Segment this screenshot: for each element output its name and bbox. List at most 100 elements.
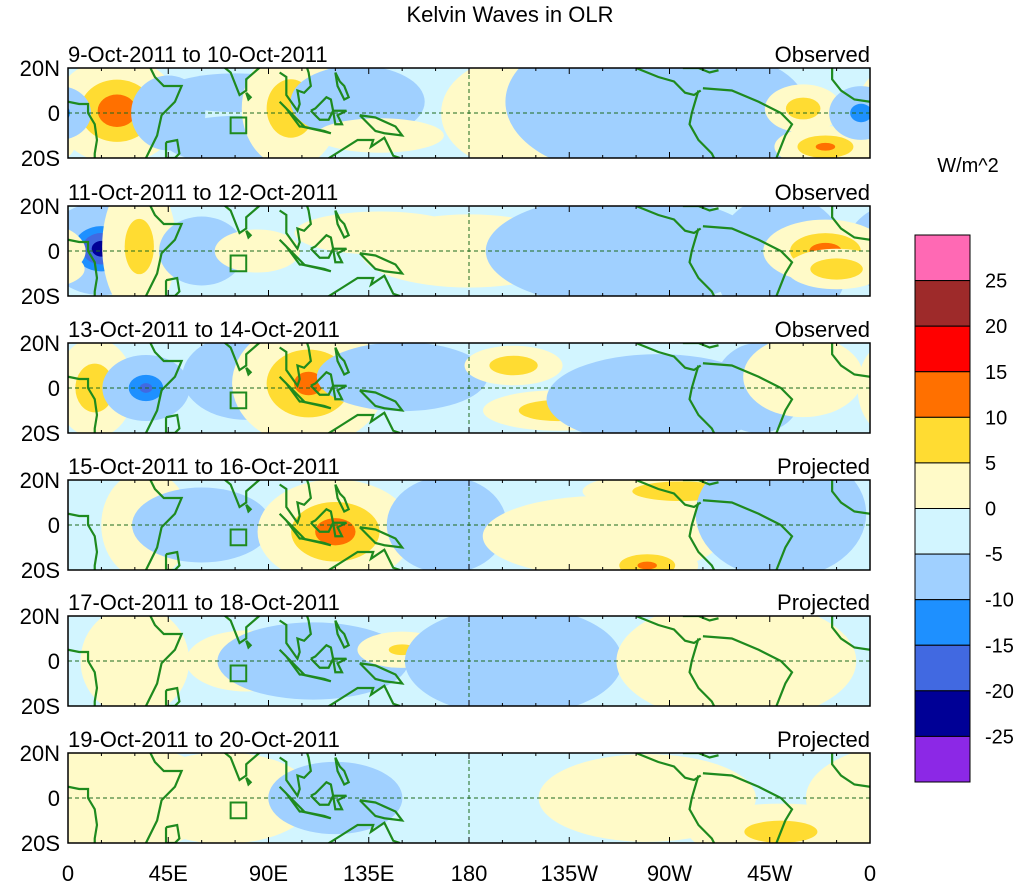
panel-kind: Projected xyxy=(777,454,870,479)
anomaly-contour xyxy=(956,98,985,128)
coastline xyxy=(310,507,335,533)
region-box xyxy=(229,801,248,820)
coastline xyxy=(68,100,99,158)
colorbar-label: 10 xyxy=(985,407,1007,429)
colorbar-bin xyxy=(914,234,971,282)
coastline xyxy=(301,673,332,683)
anomaly-contour xyxy=(882,80,956,142)
coastline xyxy=(144,616,184,706)
coastline xyxy=(68,648,99,706)
anomaly-contour xyxy=(877,364,916,413)
anomaly-contour xyxy=(965,73,1021,112)
coastline xyxy=(332,521,347,538)
coastline xyxy=(831,480,870,515)
chart-title: Kelvin Waves in OLR xyxy=(406,2,613,27)
y-tick-label: 0 xyxy=(48,513,60,538)
coastline xyxy=(279,68,313,114)
colorbar-bin xyxy=(914,553,971,601)
anomaly-contour xyxy=(7,243,39,259)
y-tick-label: 20S xyxy=(21,284,60,309)
coastline xyxy=(688,90,716,158)
coastline xyxy=(682,68,719,74)
colorbar-bin xyxy=(914,371,971,418)
region-box xyxy=(229,664,248,683)
anomaly-contour xyxy=(0,58,8,177)
coastline xyxy=(332,384,347,401)
coastline xyxy=(223,616,261,645)
anomaly-contour xyxy=(0,84,39,132)
coastline xyxy=(334,210,351,239)
anomaly-contour xyxy=(68,136,75,157)
coastline xyxy=(831,206,870,241)
colorbar-bin xyxy=(914,325,971,373)
y-tick-label: 20N xyxy=(20,604,60,629)
coastline xyxy=(245,366,253,377)
colorbar-bin xyxy=(914,280,971,327)
anomaly-contour xyxy=(489,355,538,376)
colorbar-label: 0 xyxy=(985,499,996,521)
coastline xyxy=(245,229,253,240)
anomaly-contour xyxy=(0,821,15,843)
coastline xyxy=(164,276,181,296)
coastline xyxy=(682,616,719,622)
coastline xyxy=(223,343,261,372)
anomaly-contour xyxy=(785,97,821,120)
colorbar-label: -20 xyxy=(985,681,1014,703)
coastline xyxy=(702,635,794,706)
coastline xyxy=(702,499,794,570)
anomaly-contour xyxy=(68,823,72,840)
colorbar-bin xyxy=(914,735,971,783)
anomaly-contour xyxy=(570,69,679,135)
y-tick-label: 0 xyxy=(48,786,60,811)
coastline xyxy=(279,206,313,252)
panel-period: 13-Oct-2011 to 14-Oct-2011 xyxy=(68,317,340,342)
coastline xyxy=(334,484,351,513)
coastline xyxy=(144,753,184,843)
coastline xyxy=(831,68,870,103)
panel-kind: Projected xyxy=(777,727,870,752)
colorbar-label: -5 xyxy=(985,544,1003,566)
coastline xyxy=(164,686,181,706)
anomaly-contour xyxy=(68,98,79,128)
coastline xyxy=(164,413,181,433)
coastline xyxy=(279,480,313,526)
coastline xyxy=(332,247,347,264)
colorbar-bin xyxy=(914,644,971,692)
coastline xyxy=(279,343,313,389)
anomaly-contour xyxy=(68,87,92,139)
anomaly-contour xyxy=(815,142,836,151)
x-tick-label: 0 xyxy=(864,861,876,886)
coastline xyxy=(702,362,794,433)
coastline xyxy=(223,753,261,782)
coastline xyxy=(682,753,719,759)
coastline xyxy=(279,753,313,799)
region-box xyxy=(229,528,248,547)
colorbar-label: -10 xyxy=(985,590,1014,612)
coastline xyxy=(359,526,405,549)
coastline xyxy=(301,810,332,820)
olr-field xyxy=(68,480,870,570)
coastline xyxy=(301,125,332,135)
coastline xyxy=(245,639,253,650)
y-tick-label: 0 xyxy=(48,239,60,264)
anomaly-contour xyxy=(894,241,913,257)
panel-kind: Observed xyxy=(775,180,870,205)
y-tick-label: 0 xyxy=(48,649,60,674)
coastline xyxy=(334,757,351,786)
panel-kind: Observed xyxy=(775,42,870,67)
x-tick-label: 45W xyxy=(747,861,792,886)
x-tick-label: 90W xyxy=(647,861,692,886)
coastline xyxy=(688,775,716,843)
coastline xyxy=(164,550,181,570)
coastline xyxy=(310,643,335,669)
anomaly-contour xyxy=(1005,84,1021,101)
y-tick-label: 20N xyxy=(20,741,60,766)
anomaly-contour xyxy=(1005,129,1021,151)
anomaly-contour xyxy=(1017,229,1021,272)
coastline xyxy=(359,799,405,822)
anomaly-contour xyxy=(900,94,939,127)
anomaly-contour xyxy=(700,88,773,147)
panel-period: 17-Oct-2011 to 18-Oct-2011 xyxy=(68,590,340,615)
coastline xyxy=(702,225,794,296)
anomaly-contour xyxy=(316,343,488,412)
